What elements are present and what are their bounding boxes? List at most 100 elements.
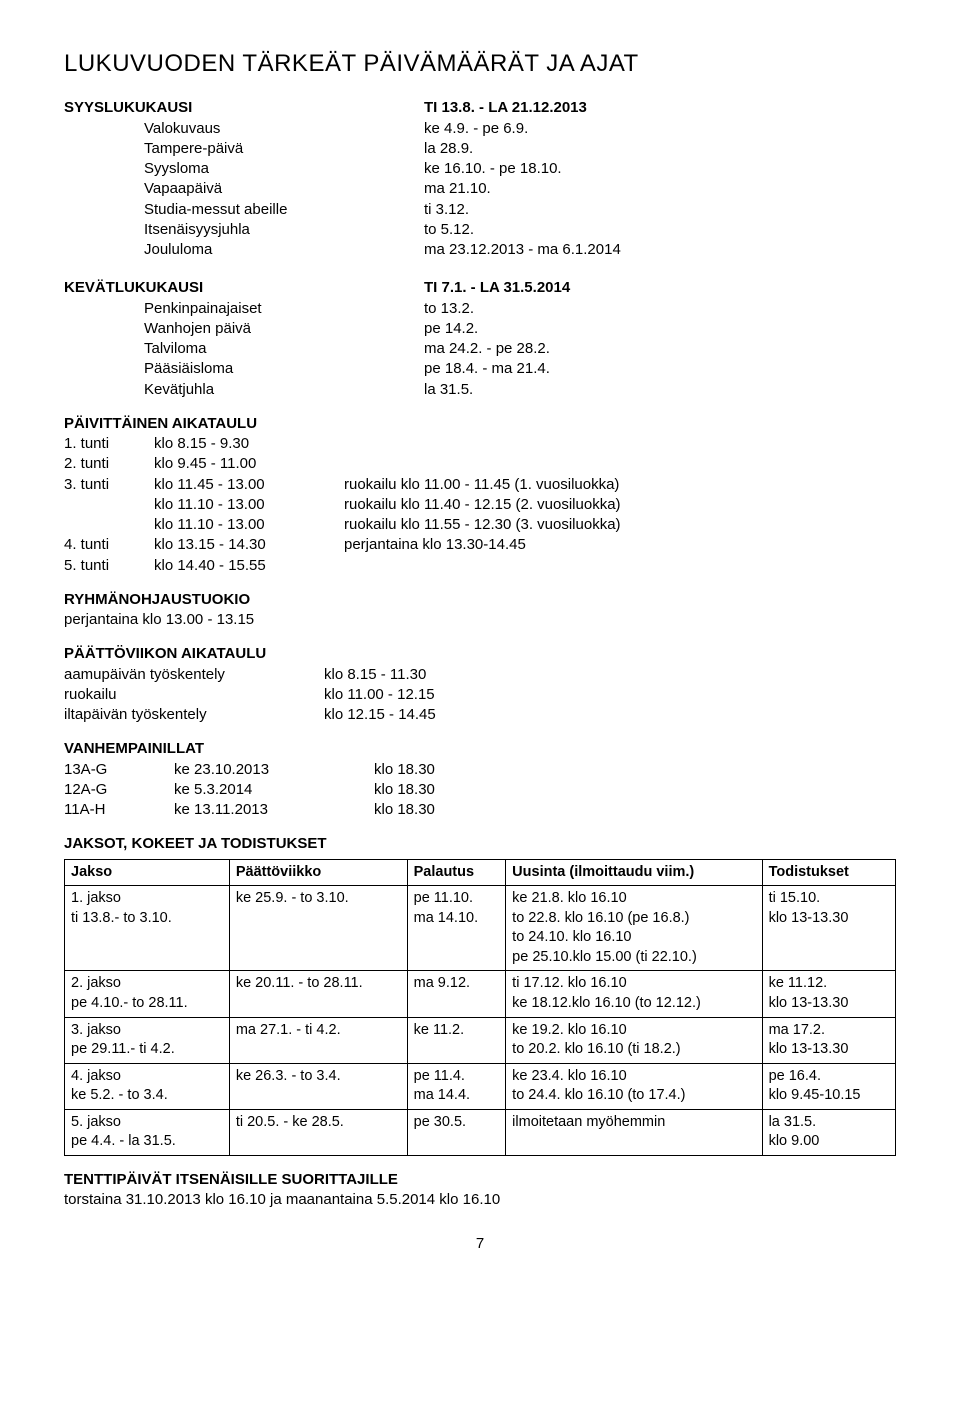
table-cell: ke 11.2. xyxy=(407,1017,506,1063)
table-cell: ti 15.10. klo 13-13.30 xyxy=(762,886,895,971)
page-title: LUKUVUODEN TÄRKEÄT PÄIVÄMÄÄRÄT JA AJAT xyxy=(64,48,896,80)
table-header: Jakso xyxy=(65,859,230,886)
kv-label: Studia-messut abeille xyxy=(144,200,424,220)
tunti-num: 3. tunti xyxy=(64,475,154,495)
ryhma-line: perjantaina klo 13.00 - 13.15 xyxy=(64,610,896,630)
pair-value: klo 11.00 - 12.15 xyxy=(324,685,896,705)
tunti-time: klo 11.10 - 13.00 xyxy=(154,495,344,515)
table-cell: 2. jakso pe 4.10.- to 28.11. xyxy=(65,971,230,1017)
kv-value: to 13.2. xyxy=(424,299,896,319)
kv-row: Penkinpainajaisetto 13.2. xyxy=(64,299,896,319)
tunti-time: klo 9.45 - 11.00 xyxy=(154,454,344,474)
table-cell: 5. jakso pe 4.4. - la 31.5. xyxy=(65,1109,230,1155)
tunti-num: 1. tunti xyxy=(64,434,154,454)
tunti-time: klo 8.15 - 9.30 xyxy=(154,434,344,454)
kv-value: pe 14.2. xyxy=(424,319,896,339)
tunti-row: 5. tuntiklo 14.40 - 15.55 xyxy=(64,556,896,576)
kv-row: Kevätjuhlala 31.5. xyxy=(64,380,896,400)
kv-value: pe 18.4. - ma 21.4. xyxy=(424,359,896,379)
vanhempainillat-block: VANHEMPAINILLAT 13A-Gke 23.10.2013klo 18… xyxy=(64,739,896,820)
table-cell: ke 23.4. klo 16.10 to 24.4. klo 16.10 (t… xyxy=(506,1063,762,1109)
pair-label: ruokailu xyxy=(64,685,324,705)
tunti-note: ruokailu klo 11.00 - 11.45 (1. vuosiluok… xyxy=(344,475,896,495)
table-cell: pe 11.4. ma 14.4. xyxy=(407,1063,506,1109)
kv-value: ma 23.12.2013 - ma 6.1.2014 xyxy=(424,240,896,260)
kv-row: Itsenäisyysjuhlato 5.12. xyxy=(64,220,896,240)
tri-c3: klo 18.30 xyxy=(374,780,896,800)
kv-label: Pääsiäisloma xyxy=(144,359,424,379)
tunti-note: ruokailu klo 11.55 - 12.30 (3. vuosiluok… xyxy=(344,515,896,535)
table-row: 1. jakso ti 13.8.- to 3.10.ke 25.9. - to… xyxy=(65,886,896,971)
kv-value: to 5.12. xyxy=(424,220,896,240)
tri-c2: ke 5.3.2014 xyxy=(174,780,374,800)
table-cell: ma 27.1. - ti 4.2. xyxy=(229,1017,407,1063)
tunti-num: 4. tunti xyxy=(64,535,154,555)
tunti-row: 1. tuntiklo 8.15 - 9.30 xyxy=(64,434,896,454)
kevat-heading: KEVÄTLUKUKAUSI xyxy=(64,278,424,298)
table-cell: ke 26.3. - to 3.4. xyxy=(229,1063,407,1109)
table-cell: la 31.5. klo 9.00 xyxy=(762,1109,895,1155)
table-cell: ma 17.2. klo 13-13.30 xyxy=(762,1017,895,1063)
tri-row: 13A-Gke 23.10.2013klo 18.30 xyxy=(64,760,896,780)
kv-label: Itsenäisyysjuhla xyxy=(144,220,424,240)
table-cell: pe 11.10. ma 14.10. xyxy=(407,886,506,971)
table-cell: ke 19.2. klo 16.10 to 20.2. klo 16.10 (t… xyxy=(506,1017,762,1063)
tunti-note xyxy=(344,454,896,474)
table-header: Päättöviikko xyxy=(229,859,407,886)
kv-label: Syysloma xyxy=(144,159,424,179)
syys-block: SYYSLUKUKAUSI TI 13.8. - LA 21.12.2013 V… xyxy=(64,90,896,260)
paatto-heading: PÄÄTTÖVIIKON AIKATAULU xyxy=(64,644,896,664)
kv-label: Vapaapäivä xyxy=(144,179,424,199)
table-cell: ke 20.11. - to 28.11. xyxy=(229,971,407,1017)
tunti-num xyxy=(64,495,154,515)
tunti-note: ruokailu klo 11.40 - 12.15 (2. vuosiluok… xyxy=(344,495,896,515)
tunti-note: perjantaina klo 13.30-14.45 xyxy=(344,535,896,555)
kv-row: Joululomama 23.12.2013 - ma 6.1.2014 xyxy=(64,240,896,260)
table-header: Palautus xyxy=(407,859,506,886)
kv-label: Talviloma xyxy=(144,339,424,359)
table-cell: ma 9.12. xyxy=(407,971,506,1017)
aikataulu-block: PÄIVITTÄINEN AIKATAULU 1. tuntiklo 8.15 … xyxy=(64,414,896,576)
tunti-time: klo 11.45 - 13.00 xyxy=(154,475,344,495)
table-cell: ke 21.8. klo 16.10 to 22.8. klo 16.10 (p… xyxy=(506,886,762,971)
jaksot-table: JaksoPäättöviikkoPalautusUusinta (ilmoit… xyxy=(64,859,896,1156)
ryhma-heading: RYHMÄNOHJAUSTUOKIO xyxy=(64,590,896,610)
tunti-note xyxy=(344,434,896,454)
kevat-range: TI 7.1. - LA 31.5.2014 xyxy=(424,278,896,298)
kevat-block: KEVÄTLUKUKAUSI TI 7.1. - LA 31.5.2014 Pe… xyxy=(64,270,896,400)
tunti-note xyxy=(344,556,896,576)
kv-value: ma 24.2. - pe 28.2. xyxy=(424,339,896,359)
table-cell: pe 16.4. klo 9.45-10.15 xyxy=(762,1063,895,1109)
kv-row: Pääsiäislomape 18.4. - ma 21.4. xyxy=(64,359,896,379)
tentti-heading: TENTTIPÄIVÄT ITSENÄISILLE SUORITTAJILLE xyxy=(64,1170,896,1190)
kv-row: Wanhojen päiväpe 14.2. xyxy=(64,319,896,339)
table-header: Todistukset xyxy=(762,859,895,886)
tunti-row: 3. tuntiklo 11.45 - 13.00ruokailu klo 11… xyxy=(64,475,896,495)
kv-label: Tampere-päivä xyxy=(144,139,424,159)
syys-heading: SYYSLUKUKAUSI xyxy=(64,98,424,118)
kv-value: la 31.5. xyxy=(424,380,896,400)
tri-row: 12A-Gke 5.3.2014klo 18.30 xyxy=(64,780,896,800)
tunti-time: klo 13.15 - 14.30 xyxy=(154,535,344,555)
tunti-row: 2. tuntiklo 9.45 - 11.00 xyxy=(64,454,896,474)
tunti-time: klo 11.10 - 13.00 xyxy=(154,515,344,535)
table-cell: pe 30.5. xyxy=(407,1109,506,1155)
tri-row: 11A-Hke 13.11.2013klo 18.30 xyxy=(64,800,896,820)
kv-value: ke 4.9. - pe 6.9. xyxy=(424,119,896,139)
pair-row: iltapäivän työskentelyklo 12.15 - 14.45 xyxy=(64,705,896,725)
table-row: 4. jakso ke 5.2. - to 3.4.ke 26.3. - to … xyxy=(65,1063,896,1109)
table-row: 3. jakso pe 29.11.- ti 4.2.ma 27.1. - ti… xyxy=(65,1017,896,1063)
tri-c2: ke 13.11.2013 xyxy=(174,800,374,820)
table-cell: ke 25.9. - to 3.10. xyxy=(229,886,407,971)
tunti-time: klo 14.40 - 15.55 xyxy=(154,556,344,576)
table-cell: ilmoitetaan myöhemmin xyxy=(506,1109,762,1155)
table-cell: ke 11.12. klo 13-13.30 xyxy=(762,971,895,1017)
tri-c1: 13A-G xyxy=(64,760,174,780)
tunti-num: 2. tunti xyxy=(64,454,154,474)
jaksot-heading: JAKSOT, KOKEET JA TODISTUKSET xyxy=(64,834,896,854)
tunti-num: 5. tunti xyxy=(64,556,154,576)
paatto-block: PÄÄTTÖVIIKON AIKATAULU aamupäivän työske… xyxy=(64,644,896,725)
kv-row: Studia-messut abeilleti 3.12. xyxy=(64,200,896,220)
tri-c1: 12A-G xyxy=(64,780,174,800)
kv-label: Joululoma xyxy=(144,240,424,260)
